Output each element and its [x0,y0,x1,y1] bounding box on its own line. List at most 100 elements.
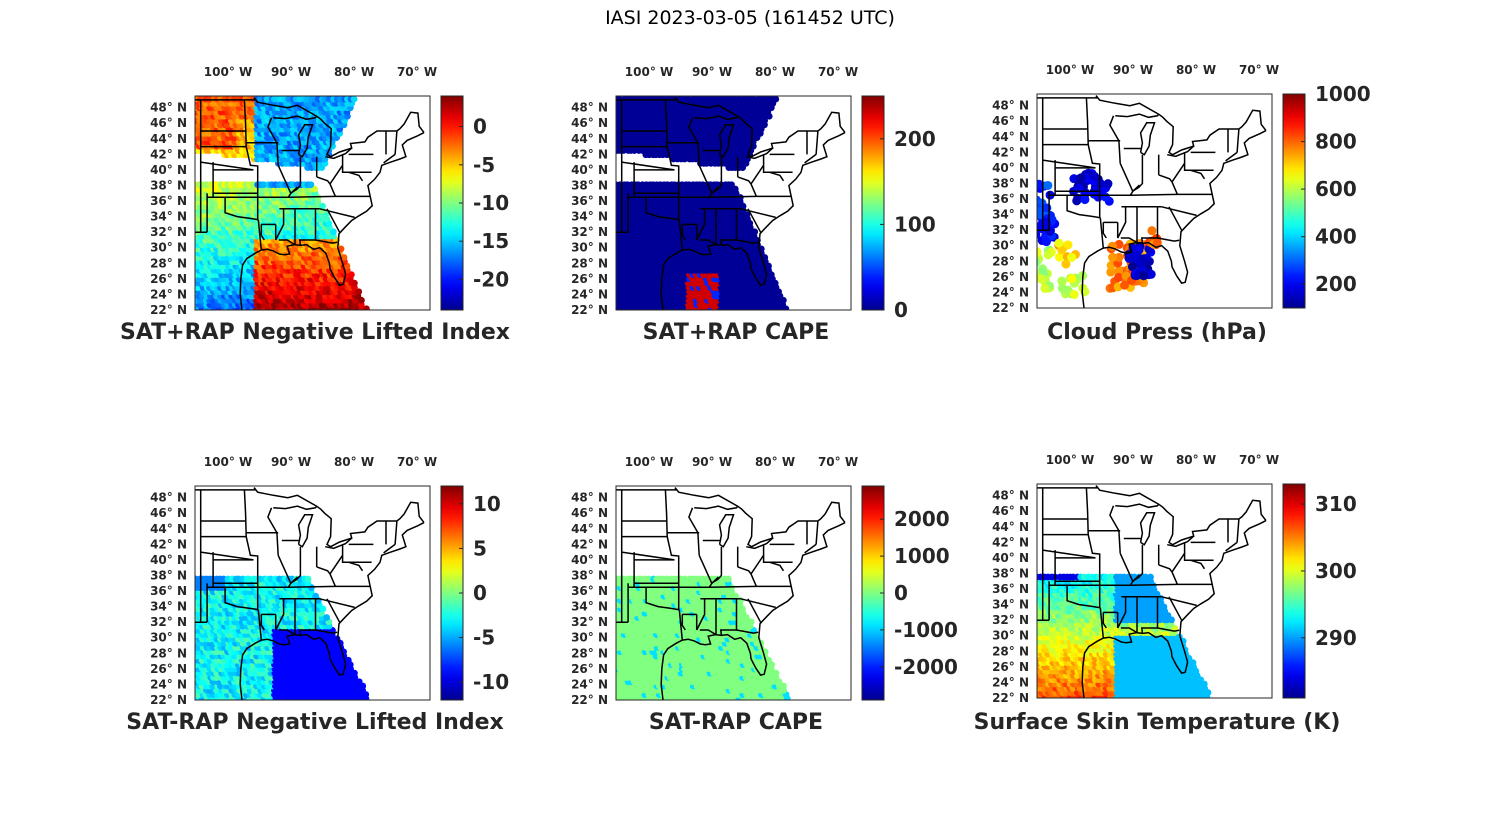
lon-tick-label: 70° W [397,455,437,469]
lat-tick-label: 24° N [150,677,187,691]
state-boundaries [616,487,846,700]
lon-tick-label: 90° W [1113,453,1153,467]
lon-tick-label: 70° W [818,65,858,79]
lat-tick-label: 38° N [571,568,608,582]
lat-tick-label: 46° N [571,116,608,130]
lon-tick-label: 90° W [271,455,311,469]
map-plot: 100° W 90° W 80° W 70° W 48° N46° N 44° N42° … [992,453,1357,705]
lon-tick-label: 70° W [397,65,437,79]
colorbar-tick-label: -1000 [894,618,958,642]
lat-tick-label: 32° N [571,615,608,629]
lon-tick-label: 100° W [1046,453,1094,467]
map-frame [615,485,852,701]
lat-tick-label: 28° N [571,256,608,270]
colorbar-tick-label: -10 [473,191,509,215]
lat-tick-label: 36° N [992,582,1029,596]
lat-tick-label: 42° N [992,535,1029,549]
colorbar-tick-label: 290 [1315,626,1357,650]
data-swath [616,575,793,700]
lat-tick-label: 44° N [571,522,608,536]
state-boundaries [616,97,846,310]
panel-title: SAT+RAP Negative Lifted Index [120,320,510,345]
lat-tick-label: 24° N [992,675,1029,689]
lat-tick-label: 44° N [150,522,187,536]
lat-tick-label: 24° N [571,677,608,691]
lat-tick-label: 30° N [992,239,1029,253]
lat-tick-label: 42° N [150,537,187,551]
lat-tick-label: 36° N [150,194,187,208]
map-frame [615,95,852,311]
lat-tick-label: 34° N [150,210,187,224]
colorbar-tick-label: 1000 [1315,82,1371,106]
lat-tick-label: 42° N [992,145,1029,159]
lat-tick-label: 48° N [150,491,187,505]
lat-tick-label: 30° N [571,631,608,645]
lat-tick-label: 28° N [150,256,187,270]
colorbar-tick-label: 400 [1315,225,1357,249]
colorbar-tick-label: -5 [473,626,495,650]
state-boundaries [195,487,425,700]
lat-tick-label: 26° N [571,272,608,286]
lat-tick-label: 22° N [571,303,608,317]
panel-sat-rap-cape: 100° W 90° W 80° W 70° W 48° N 46° N 44° N 42° … [526,60,946,380]
lon-tick-label: 100° W [204,65,252,79]
panel-sat-minus-rap-cape: 100° W 90° W 80° W 70° W 48° N 46° N 44° N 42° … [526,450,958,770]
state-boundaries [195,97,425,310]
lat-tick-label: 34° N [992,598,1029,612]
lon-tick-label: 100° W [204,455,252,469]
lat-tick-label: 40° N [150,553,187,567]
lon-tick-label: 80° W [1176,453,1216,467]
colorbar-tick-label: 200 [894,127,936,151]
data-swath [195,575,371,700]
lat-tick-label: 36° N [571,584,608,598]
panel-title: SAT-RAP Negative Lifted Index [126,710,504,735]
colorbar-tick-label: -20 [473,267,509,291]
colorbar-tick-label: 200 [1315,272,1357,296]
lat-tick-label: 24° N [150,287,187,301]
lat-tick-label: 26° N [992,270,1029,284]
lat-tick-label: 30° N [571,241,608,255]
colorbar-tick-label: -15 [473,229,509,253]
map-frame [1036,483,1273,699]
lat-tick-label: 46° N [150,116,187,130]
panel-title: Surface Skin Temperature (K) [973,710,1341,735]
lon-tick-label: 90° W [692,455,732,469]
colorbar-tick-label: 1000 [894,544,950,568]
lat-tick-label: 32° N [571,225,608,239]
lon-tick-label: 100° W [1046,63,1094,77]
lat-tick-label: 34° N [150,600,187,614]
colorbar [861,95,885,311]
lon-tick-label: 70° W [818,455,858,469]
map-plot: 100° W 90° W 80° W 70° W 48° N46° N 44° N42° … [150,65,509,317]
lat-tick-label: 26° N [150,662,187,676]
map-plot: 100° W 90° W 80° W 70° W 48° N46° N 44° N42° … [992,63,1371,315]
lat-tick-label: 44° N [571,132,608,146]
lat-tick-label: 26° N [992,660,1029,674]
panel-sat-minus-rap-nli: 100° W 90° W 80° W 70° W 48° N 46° N 44° N 42° … [105,450,525,770]
lat-tick-label: 32° N [992,613,1029,627]
lat-tick-label: 28° N [150,646,187,660]
data-swath [1037,168,1162,300]
colorbar-tick-label: 10 [473,492,501,516]
colorbar-tick-label: 0 [473,115,487,139]
figure-title: IASI 2023-03-05 (161452 UTC) [605,7,895,29]
panel-sat-rap-nli: 100° W 90° W 80° W 70° W 48° N 46° N 44° N 42° … [105,60,525,380]
lat-tick-label: 38° N [150,568,187,582]
lat-tick-label: 22° N [992,301,1029,315]
lat-tick-label: 48° N [571,491,608,505]
colorbar-tick-label: -5 [473,153,495,177]
map-plot: 100° W 90° W 80° W 70° W 48° N46° N 44° N42° … [571,65,936,322]
lat-tick-label: 24° N [992,285,1029,299]
lat-tick-label: 46° N [992,114,1029,128]
lat-tick-label: 34° N [992,208,1029,222]
lat-tick-label: 30° N [150,631,187,645]
colorbar-tick-label: 0 [894,298,908,322]
colorbar-tick-label: 600 [1315,177,1357,201]
lat-tick-label: 40° N [992,551,1029,565]
lat-tick-label: 38° N [992,176,1029,190]
lon-tick-label: 90° W [271,65,311,79]
colorbar-tick-label: 2000 [894,507,950,531]
lat-tick-label: 40° N [571,163,608,177]
data-swath [195,96,370,310]
lon-tick-label: 70° W [1239,63,1279,77]
